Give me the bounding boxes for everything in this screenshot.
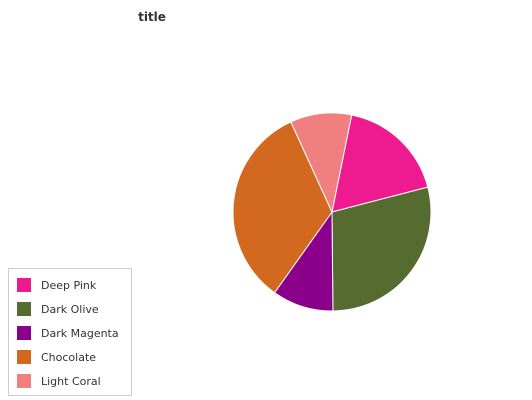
legend-swatch-dark-magenta [17,326,31,340]
pie-slice-deep-pink [331,114,429,213]
legend-label-chocolate: Chocolate [41,350,97,364]
pie-slices [232,112,432,312]
legend-item-light-coral: Light Coral [17,373,101,389]
legend-swatch-dark-olive [17,302,31,316]
legend-label-deep-pink: Deep Pink [41,278,97,292]
legend-label-light-coral: Light Coral [41,374,101,388]
pie-slice-light-coral [290,112,353,214]
chart-title: title [138,10,166,24]
legend-label-dark-olive: Dark Olive [41,302,99,316]
legend: Deep Pink Dark Olive Dark Magenta Chocol… [8,268,132,396]
legend-swatch-deep-pink [17,278,31,292]
legend-item-dark-magenta: Dark Magenta [17,325,119,341]
legend-item-chocolate: Chocolate [17,349,96,365]
legend-item-dark-olive: Dark Olive [17,301,99,317]
legend-item-deep-pink: Deep Pink [17,277,96,293]
legend-swatch-light-coral [17,374,31,388]
legend-swatch-chocolate [17,350,31,364]
legend-label-dark-magenta: Dark Magenta [41,326,119,340]
pie-slice-dark-olive [331,186,432,312]
pie-slice-chocolate [232,121,333,294]
